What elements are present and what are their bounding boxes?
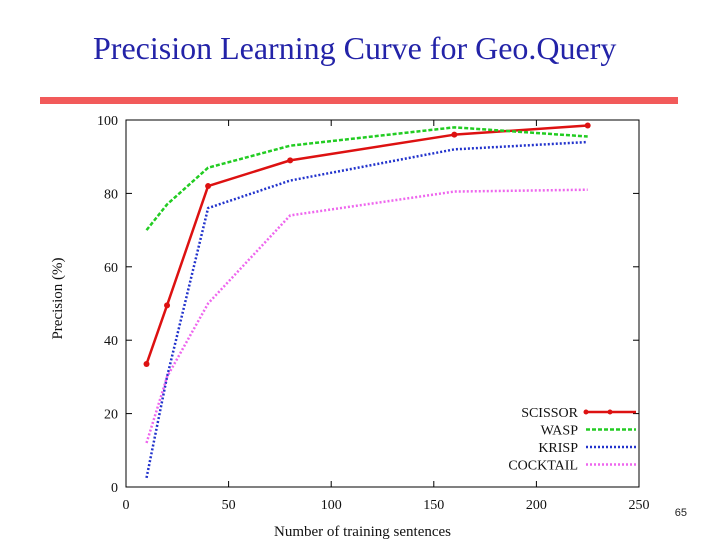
data-point-scissor: [164, 302, 171, 309]
series-line-cocktail: [145, 188, 588, 444]
data-point-scissor: [451, 131, 458, 138]
series-line-scissor: [145, 124, 588, 365]
plot-frame: [125, 119, 640, 488]
legend-label-scissor: SCISSOR: [521, 406, 578, 421]
x-tick-label: 150: [423, 498, 444, 513]
data-point-scissor: [584, 122, 591, 129]
x-tick-label: 0: [123, 498, 130, 513]
x-tick-label: 250: [629, 498, 650, 513]
page-number: 65: [674, 507, 687, 519]
y-tick-label: 80: [104, 187, 118, 202]
y-tick-label: 60: [104, 261, 118, 276]
x-tick-label: 200: [526, 498, 547, 513]
y-tick-label: 40: [104, 334, 118, 349]
x-axis-label: Number of training sentences: [274, 524, 451, 540]
data-point-scissor: [287, 157, 294, 164]
y-tick-label: 100: [97, 114, 118, 129]
y-tick-label: 20: [104, 408, 118, 423]
series-line-wasp: [145, 126, 588, 231]
legend-marker: [607, 409, 613, 415]
y-tick-label: 0: [111, 481, 118, 496]
legend-label-cocktail: COCKTAIL: [508, 459, 578, 474]
x-tick-label: 100: [321, 498, 342, 513]
legend-label-krisp: KRISP: [538, 441, 578, 456]
legend-marker: [583, 409, 589, 415]
legend-label-wasp: WASP: [541, 424, 579, 439]
series-line-krisp: [145, 140, 588, 479]
y-axis-label: Precision (%): [50, 257, 66, 339]
data-point-scissor: [143, 361, 150, 368]
data-point-scissor: [205, 183, 212, 190]
slide-title: Precision Learning Curve for Geo.Query: [93, 30, 617, 66]
title-underline-bar: [40, 97, 678, 104]
x-tick-label: 50: [222, 498, 236, 513]
